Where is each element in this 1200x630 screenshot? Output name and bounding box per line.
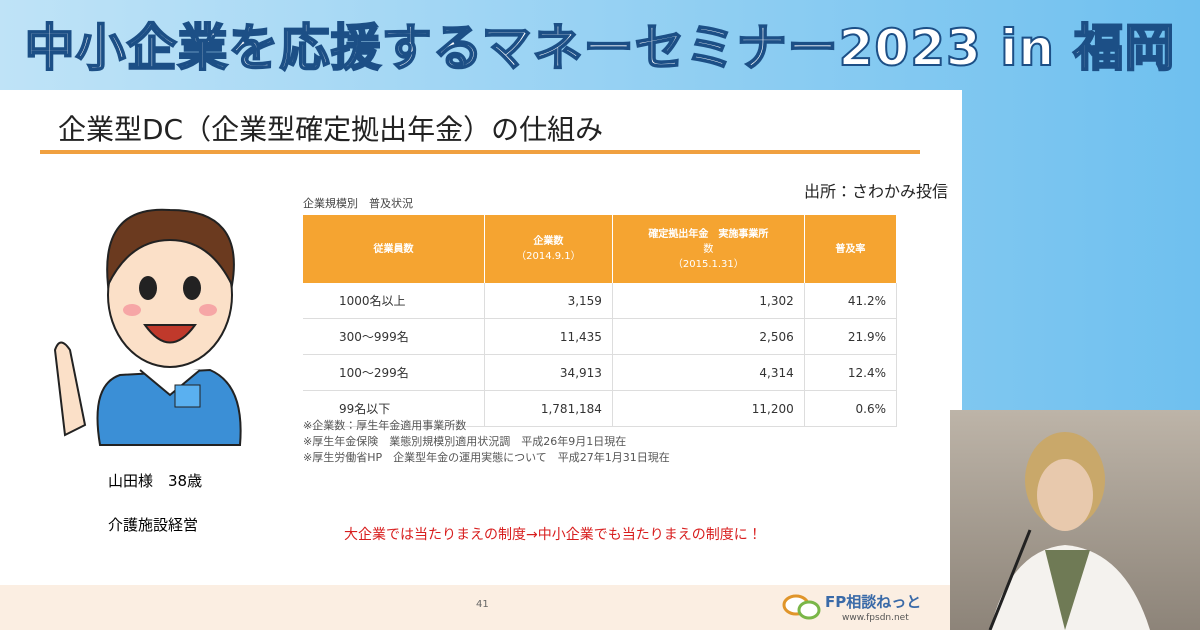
banner-title: 中小企業を応援するマネーセミナー2023 in 福岡: [24, 18, 1176, 78]
slide-title: 企業型DC（企業型確定拠出年金）の仕組み: [58, 113, 604, 146]
table-cell: 1,302: [612, 283, 805, 319]
note: ※厚生労働省HP 企業型年金の運用実態について 平成27年1月31日現在: [303, 451, 670, 464]
callout: 大企業では当たりまえの制度→中小企業でも当たりまえの制度に！: [344, 527, 762, 543]
source: 出所：さわかみ投信: [803, 182, 948, 201]
person-job: 介護施設経営: [108, 516, 199, 534]
slide: 企業型DC（企業型確定拠出年金）の仕組み 出所：さわかみ投信 企業規模別 普及状…: [0, 90, 962, 630]
logo-url: www.fpsdn.net: [842, 613, 909, 623]
header-text: 確定拠出年金 実施事業所: [648, 228, 769, 240]
table-cell: 34,913: [484, 354, 613, 391]
footer: 41 FP相談ねっと www.fpsdn.net: [0, 585, 962, 630]
table-cell: 1000名以上: [303, 283, 485, 319]
logo: FP相談ねっと: [825, 593, 922, 611]
header-text: 数: [703, 243, 714, 255]
table-cell: 99名以下: [303, 390, 485, 427]
table-cell: 41.2%: [804, 283, 898, 319]
header-text: （2015.1.31）: [672, 258, 744, 270]
logo-icon: [782, 594, 821, 620]
speaker: [988, 432, 1150, 630]
header-cell: 普及率: [804, 215, 898, 283]
table-cell: 300～999名: [303, 318, 485, 355]
cartoon: [53, 208, 242, 446]
header-row: 従業員数 企業数 （2014.9.1） 確定拠出年金 実施事業所数 （2015.1.31…: [303, 215, 898, 283]
title-rule: [40, 150, 920, 154]
table-caption: 企業規模別 普及状況: [303, 197, 413, 210]
table-cell: 100～299名: [303, 354, 485, 391]
page-number: 41: [476, 599, 489, 610]
header-text: 企業数: [533, 236, 564, 247]
table-row: 99名以下 1,781,184 11,200 0.6%: [303, 390, 898, 427]
table-cell: 21.9%: [804, 318, 898, 355]
notes: ※企業数：厚生年金適用事業所数 ※厚生年金保険 業態別規模別適用状況調 平成26年…: [303, 418, 670, 466]
table-cell: 3,159: [484, 283, 613, 319]
header-cell: 企業数 （2014.9.1）: [484, 215, 613, 283]
header-cell: 従業員数: [303, 215, 485, 283]
table-row: 300～999名 11,435 2,506 21.9%: [303, 318, 898, 355]
header-text: 従業員数: [373, 243, 414, 255]
table-cell: 2,506: [612, 318, 805, 355]
table-row: 100～299名 34,913 4,314 12.4%: [303, 354, 898, 391]
table-row: 1000名以上 3,159 1,302 41.2%: [303, 283, 898, 319]
table-cell: 4,314: [612, 354, 805, 391]
table-cell: 11,435: [484, 318, 613, 355]
header-text: （2014.9.1）: [516, 251, 581, 262]
table: 従業員数 企業数 （2014.9.1） 確定拠出年金 実施事業所数 （2015.1.31…: [303, 215, 898, 427]
header-text: 普及率: [835, 243, 866, 255]
table-cell: 1,781,184: [484, 390, 613, 427]
table-cell: 0.6%: [804, 390, 898, 427]
table-cell: 11,200: [612, 390, 805, 427]
header-cell: 確定拠出年金 実施事業所数 （2015.1.31）: [612, 215, 805, 283]
note: ※厚生年金保険 業態別規模別適用状況調 平成26年9月1日現在: [303, 435, 627, 448]
speaker-video: [950, 410, 1200, 630]
table-cell: 12.4%: [804, 354, 898, 391]
person-name: 山田様 38歳: [108, 472, 203, 490]
note: ※企業数：厚生年金適用事業所数: [303, 419, 467, 432]
